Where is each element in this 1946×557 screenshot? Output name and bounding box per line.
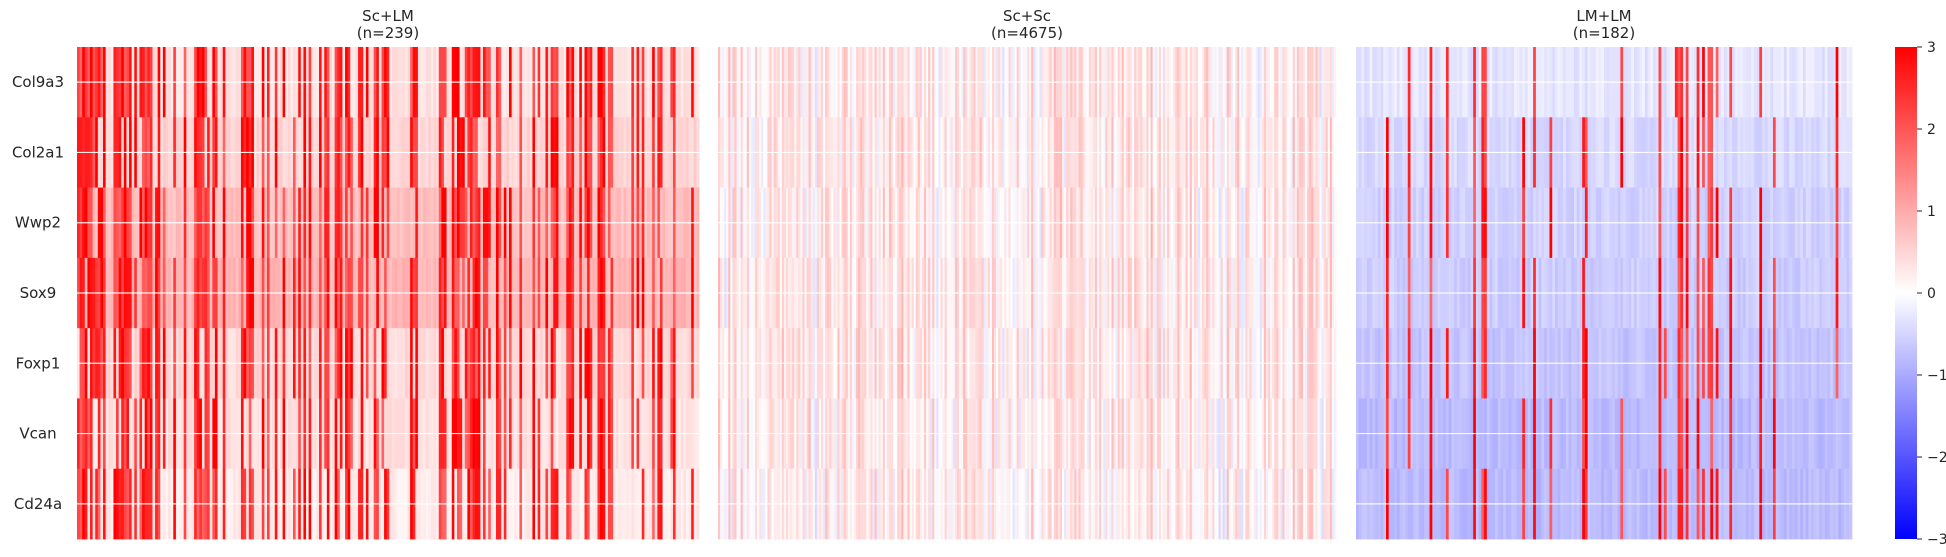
heatmap-panel: Sc+Sc(n=4675) bbox=[718, 7, 1337, 540]
panel-title: Sc+Sc bbox=[1003, 7, 1051, 25]
panel-title: LM+LM bbox=[1576, 7, 1631, 25]
heatmap-panels: Sc+LM(n=239)Sc+Sc(n=4675)LM+LM(n=182) bbox=[77, 7, 1853, 540]
panel-count: (n=182) bbox=[1573, 24, 1635, 42]
heatmap-panel: Sc+LM(n=239) bbox=[77, 7, 700, 540]
panel-count: (n=4675) bbox=[991, 24, 1063, 42]
panel-title: Sc+LM bbox=[362, 7, 414, 25]
heatmap-panel: LM+LM(n=182) bbox=[1356, 7, 1853, 540]
panel-count: (n=239) bbox=[357, 24, 419, 42]
